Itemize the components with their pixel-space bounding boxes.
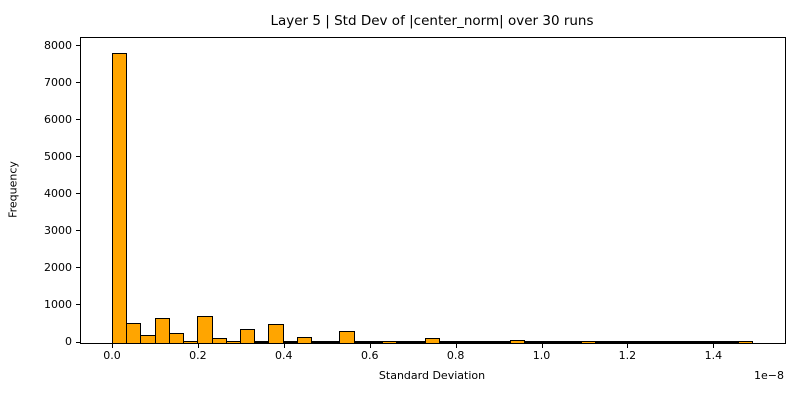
y-tick-label: 7000 [44,75,72,89]
histogram-bar [737,340,753,343]
y-tick-mark [76,193,80,195]
y-tick-mark [76,119,80,121]
x-tick-label: 1.4 [704,348,723,362]
x-tick-label: 1.2 [618,348,637,362]
y-tick-mark [76,45,80,46]
x-tick-label: 0.2 [189,348,207,362]
x-axis-label: Standard Deviation [378,369,486,382]
y-tick-label: 5000 [44,149,72,163]
x-axis-offset-exponent: 1e−8 [754,369,784,382]
plot-area [80,37,786,344]
x-tick-mark [455,343,457,348]
histogram-bar [581,340,597,343]
histogram-bar [197,315,213,343]
y-tick-mark [76,341,80,343]
x-tick-label: 0.0 [103,348,121,362]
histogram-bar [239,329,256,343]
x-tick-mark [369,343,371,348]
y-tick-mark [76,267,80,269]
chart-title: Layer 5 | Std Dev of |center_norm| over … [270,13,594,29]
x-tick-mark [713,343,715,348]
y-tick-mark [76,230,80,232]
y-tick-label: 4000 [44,186,72,200]
histogram-bar [211,337,227,343]
x-tick-mark [541,343,543,348]
histogram-bar [339,330,355,343]
histogram-bar [183,340,199,343]
x-tick-label: 1.0 [532,348,551,362]
x-tick-mark [197,343,199,348]
x-tick-mark [627,343,629,348]
x-tick-label: 0.4 [275,348,293,362]
x-tick-mark [112,343,113,348]
y-tick-mark [76,304,80,306]
x-tick-mark [283,343,285,348]
y-tick-label: 6000 [44,112,72,126]
histogram-bar [168,332,185,343]
y-tick-mark [76,156,80,158]
histogram-bar [112,52,128,343]
y-tick-label: 3000 [44,223,72,237]
y-tick-mark [76,82,80,84]
histogram-bar [140,335,156,343]
histogram-bar [154,318,170,343]
histogram-bar [424,338,440,343]
y-tick-label: 0 [65,335,72,348]
histogram-bar [225,340,241,343]
y-tick-label: 1000 [44,297,72,311]
y-tick-label: 2000 [44,260,72,274]
x-tick-label: 0.6 [360,348,379,362]
histogram-bar [268,323,284,343]
histogram-bar [510,339,526,343]
histogram-bar [126,323,142,343]
y-tick-label: 8000 [44,38,72,52]
x-tick-label: 0.8 [446,348,465,362]
histogram-bar [296,336,313,343]
histogram-bar [382,340,398,343]
